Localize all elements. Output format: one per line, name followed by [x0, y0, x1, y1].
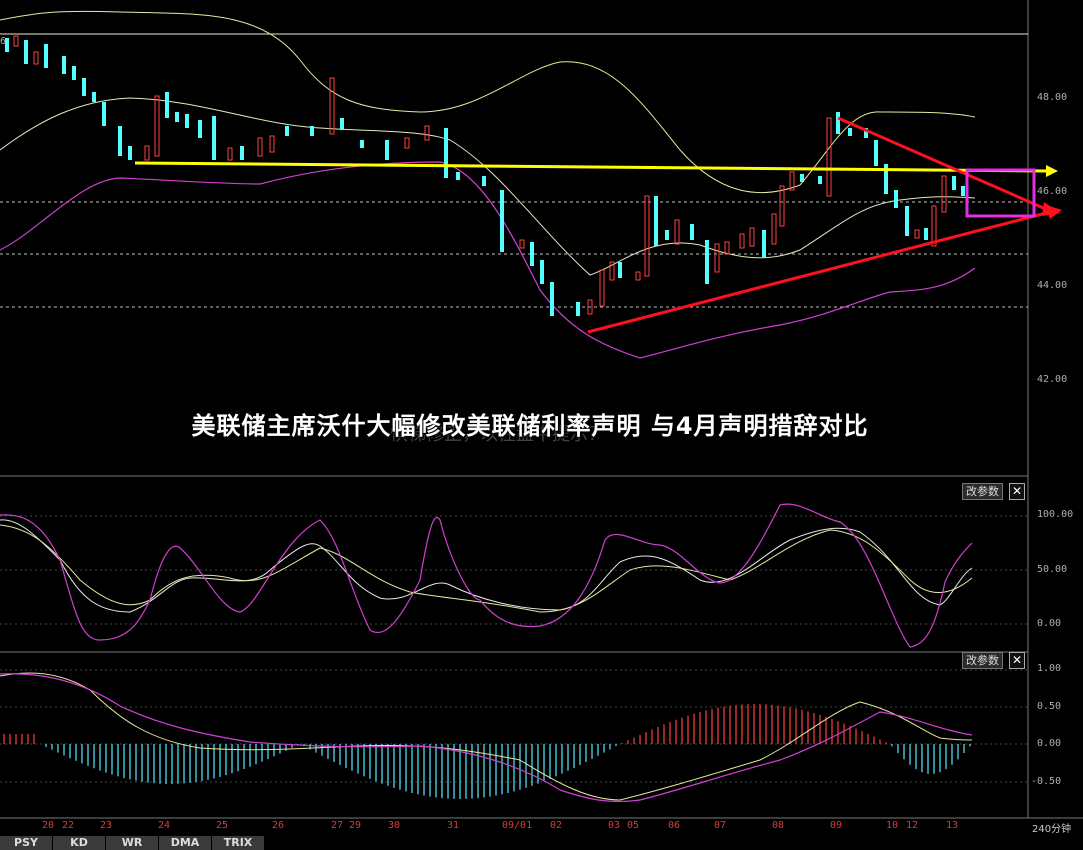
kdj-params-button[interactable]: 改参数 — [962, 483, 1003, 500]
top-left-marker: 6 — [0, 36, 7, 47]
price-scale-label: 44.00 — [1037, 280, 1068, 291]
date-label: 23 — [100, 820, 113, 831]
kdj-scale-label: 100.00 — [1037, 509, 1074, 520]
date-label: 12 — [906, 820, 919, 831]
date-label: 26 — [272, 820, 285, 831]
kdj-scale-label: 50.00 — [1037, 564, 1068, 575]
price-scale-label: 42.00 — [1037, 374, 1068, 385]
macd-scale-label: 0.50 — [1037, 701, 1062, 712]
date-label: 29 — [349, 820, 362, 831]
indicator-tabs: PSY KD WR DMA TRIX — [0, 836, 265, 850]
price-scale-label: 48.00 — [1037, 92, 1068, 103]
date-label: 22 — [62, 820, 75, 831]
date-label: 24 — [158, 820, 171, 831]
date-label: 31 — [447, 820, 460, 831]
image-caption: 美联储主席沃什大幅修改美联储利率声明 与4月声明措辞对比 — [191, 412, 869, 440]
macd-scale-label: 0.00 — [1037, 738, 1062, 749]
date-label: 10 — [886, 820, 899, 831]
date-label: 03 — [608, 820, 621, 831]
tab-psy[interactable]: PSY — [0, 836, 53, 850]
kdj-close-icon[interactable]: ✕ — [1009, 483, 1025, 500]
period-label[interactable]: 240分钟 — [1032, 824, 1072, 835]
date-label: 08 — [772, 820, 785, 831]
kdj-scale-label: 0.00 — [1037, 618, 1062, 629]
macd-scale-label: 1.00 — [1037, 663, 1062, 674]
macd-scale-label: -0.50 — [1031, 776, 1062, 787]
tab-wr[interactable]: WR — [106, 836, 159, 850]
date-label: 02 — [550, 820, 563, 831]
date-label: 25 — [216, 820, 229, 831]
price-scale-label: 46.00 — [1037, 186, 1068, 197]
date-label: 09 — [830, 820, 843, 831]
date-label: 06 — [668, 820, 681, 831]
date-label: 07 — [714, 820, 727, 831]
date-label: 13 — [946, 820, 959, 831]
date-label: 20 — [42, 820, 55, 831]
tab-trix[interactable]: TRIX — [212, 836, 265, 850]
tab-kd[interactable]: KD — [53, 836, 106, 850]
date-label: 30 — [388, 820, 401, 831]
date-label: 27 — [331, 820, 344, 831]
date-label: 09/01 — [502, 820, 533, 831]
macd-params-button[interactable]: 改参数 — [962, 652, 1003, 669]
ghost-text: 惧梯修正，以往盘中提示？ — [390, 424, 606, 445]
date-label: 05 — [627, 820, 640, 831]
macd-close-icon[interactable]: ✕ — [1009, 652, 1025, 669]
tab-dma[interactable]: DMA — [159, 836, 212, 850]
